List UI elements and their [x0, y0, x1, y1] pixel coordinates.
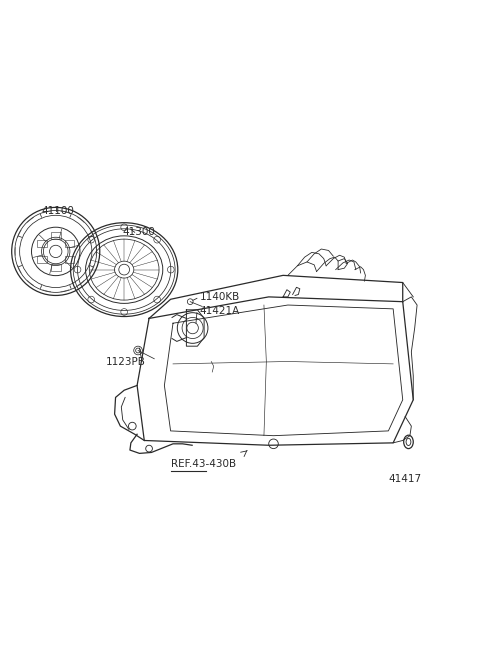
Bar: [37, 256, 47, 262]
Text: 41300: 41300: [123, 227, 156, 237]
Bar: [51, 264, 60, 270]
Text: 1140KB: 1140KB: [199, 292, 240, 302]
Bar: [51, 232, 60, 239]
Bar: [65, 256, 74, 262]
Bar: [65, 240, 74, 247]
Text: REF.43-430B: REF.43-430B: [170, 459, 236, 470]
Text: 1123PB: 1123PB: [106, 356, 146, 367]
Text: 41417: 41417: [388, 474, 421, 483]
Bar: [37, 240, 47, 247]
Text: 41421A: 41421A: [199, 306, 240, 316]
Text: 41100: 41100: [41, 206, 74, 216]
